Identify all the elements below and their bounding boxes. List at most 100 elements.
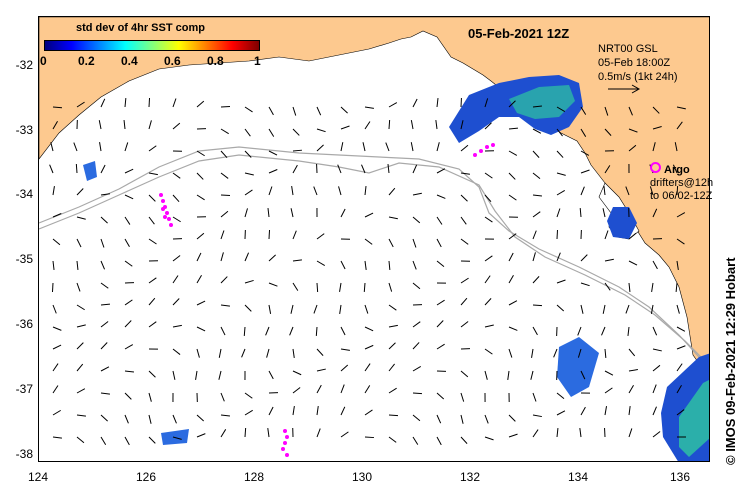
current-arrow	[340, 208, 346, 218]
current-arrow	[580, 282, 590, 287]
current-arrow	[652, 384, 657, 394]
current-arrow	[100, 216, 108, 224]
current-arrow	[625, 186, 630, 196]
current-arrow	[508, 300, 518, 306]
current-arrow	[628, 384, 634, 394]
model-info: NRT00 GSL 05-Feb 18:00Z 0.5m/s (1kt 24h)	[598, 42, 677, 98]
current-arrow	[484, 414, 489, 424]
current-arrow	[148, 414, 152, 424]
current-arrow	[532, 211, 541, 218]
current-arrow	[362, 142, 366, 152]
current-arrow	[52, 344, 62, 350]
current-arrow	[484, 255, 493, 262]
current-arrow	[532, 194, 543, 197]
current-arrow	[388, 304, 397, 311]
current-arrow	[148, 120, 152, 130]
current-arrow	[364, 212, 374, 218]
current-arrow	[52, 409, 61, 416]
current-arrow	[148, 297, 156, 306]
current-arrow	[388, 342, 396, 350]
current-arrow	[460, 297, 468, 306]
colorbar-tick-label: 0	[40, 54, 47, 68]
current-arrow	[316, 128, 326, 133]
current-arrow	[556, 427, 559, 438]
current-arrow	[124, 344, 134, 350]
current-arrow	[268, 150, 278, 156]
current-arrow	[172, 436, 182, 440]
current-arrow	[460, 370, 469, 378]
current-arrow	[556, 150, 564, 158]
current-arrow	[340, 348, 350, 351]
current-arrow	[412, 414, 421, 422]
current-arrow	[363, 282, 366, 293]
current-arrow	[676, 212, 686, 218]
current-arrow	[340, 406, 346, 416]
current-arrow	[508, 127, 519, 130]
current-arrow	[364, 409, 373, 416]
current-arrow	[220, 276, 228, 284]
current-arrow	[436, 436, 442, 446]
current-arrow	[556, 189, 565, 196]
current-arrow	[580, 150, 590, 156]
current-arrow	[412, 342, 420, 350]
current-arrow	[289, 326, 294, 336]
current-arrow	[316, 144, 324, 152]
colorbar-tick-label: 0.2	[78, 54, 95, 68]
current-arrow	[76, 188, 84, 196]
current-arrow	[316, 233, 325, 240]
current-arrow	[196, 300, 206, 306]
argo-marker-icon	[650, 162, 661, 173]
current-arrow	[316, 106, 322, 116]
current-arrow	[556, 128, 563, 137]
current-arrow	[388, 102, 398, 108]
current-arrow	[220, 304, 230, 307]
current-arrow	[123, 119, 126, 130]
map-plot-area	[38, 16, 710, 462]
current-arrow	[148, 97, 151, 108]
current-arrow	[676, 363, 683, 372]
current-arrow	[436, 194, 446, 199]
current-arrow	[196, 150, 205, 157]
current-arrow	[460, 120, 464, 130]
current-arrow	[75, 163, 78, 174]
current-arrow	[556, 392, 565, 400]
current-arrow	[652, 126, 662, 130]
current-arrow	[436, 98, 439, 108]
current-arrow	[100, 303, 111, 306]
current-arrow	[676, 260, 679, 270]
current-arrow	[265, 326, 270, 336]
current-arrow	[340, 106, 348, 114]
current-arrow	[508, 433, 518, 438]
current-arrow	[532, 414, 542, 418]
current-arrow	[361, 164, 366, 174]
current-arrow	[364, 363, 371, 372]
current-arrow	[220, 429, 227, 438]
current-arrow	[579, 428, 582, 438]
current-arrow	[220, 172, 229, 179]
current-arrow	[532, 105, 542, 108]
current-arrow	[580, 186, 585, 196]
current-arrow	[436, 299, 445, 306]
current-arrow	[410, 142, 414, 152]
current-arrow	[220, 252, 224, 262]
current-vectors	[49, 97, 687, 446]
current-arrow	[532, 304, 543, 307]
colorbar	[44, 40, 260, 51]
current-arrow	[412, 164, 418, 174]
current-arrow	[100, 164, 106, 174]
current-arrow	[531, 348, 534, 358]
current-arrow	[124, 392, 132, 400]
current-arrow	[124, 216, 131, 225]
current-arrow	[266, 348, 270, 358]
current-arrow	[388, 363, 395, 372]
current-arrow	[652, 142, 656, 152]
current-arrow	[460, 392, 465, 402]
current-arrow	[508, 348, 513, 358]
current-arrow	[100, 321, 109, 328]
current-arrow	[340, 384, 345, 394]
current-arrow	[508, 252, 514, 262]
current-arrow	[580, 304, 584, 314]
current-arrow	[530, 370, 534, 380]
current-arrow	[218, 348, 222, 358]
current-arrow	[676, 185, 679, 196]
